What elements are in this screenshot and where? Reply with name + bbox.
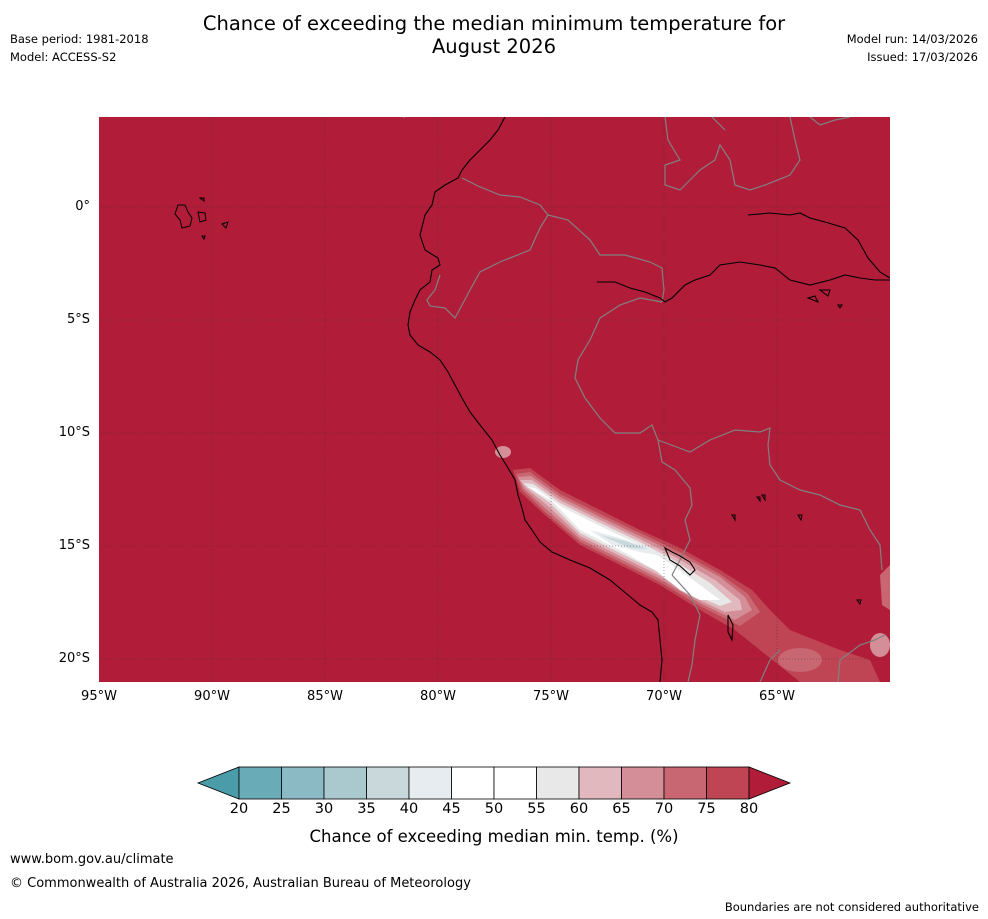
- model-run-text: Model run: 14/03/2026: [846, 32, 978, 46]
- colorbar-segment: [578, 766, 622, 800]
- colorbar-segment: [621, 766, 665, 800]
- lat-label-5s: 5°S: [66, 312, 90, 327]
- colorbar-segment: [663, 766, 707, 800]
- copyright-text: © Commonwealth of Australia 2026, Austra…: [10, 876, 471, 891]
- lon-label-85w: 85°W: [307, 689, 343, 704]
- lat-label-10s: 10°S: [58, 425, 90, 440]
- country-borders: [403, 117, 886, 682]
- colorbar-tick-label: 30: [314, 801, 334, 817]
- disclaimer-text: Boundaries are not considered authoritat…: [724, 900, 979, 914]
- header-right-meta: Model run: 14/03/2026 Issued: 17/03/2026: [847, 30, 978, 66]
- colorbar-segment: [323, 766, 367, 800]
- colorbar-tick-label: 45: [442, 801, 461, 817]
- colorbar-segment: [408, 766, 452, 800]
- colorbar-tick-label: 80: [739, 801, 759, 817]
- colorbar-segment: [536, 766, 580, 800]
- colorbar-tick-label: 25: [272, 801, 291, 817]
- colorbar-tick-label: 70: [654, 801, 674, 817]
- lon-label-70w: 70°W: [646, 689, 682, 704]
- lon-label-90w: 90°W: [194, 689, 230, 704]
- colorbar-segment: [493, 766, 537, 800]
- lon-label-80w: 80°W: [420, 689, 456, 704]
- islands: [174, 197, 862, 606]
- colorbar-tick-label: 20: [229, 801, 249, 817]
- colorbar-segment: [281, 766, 325, 800]
- title-line-2: August 2026: [431, 35, 557, 58]
- lon-label-95w: 95°W: [81, 689, 117, 704]
- colorbar-tick-label: 60: [569, 801, 589, 817]
- colorbar-tick-label: 50: [484, 801, 504, 817]
- colorbar-segments: [196, 766, 792, 800]
- colorbar-segment: [451, 766, 495, 800]
- colorbar-tick-label: 40: [399, 801, 419, 817]
- colorbar-segment: [366, 766, 410, 800]
- lat-label-0: 0°: [75, 199, 90, 214]
- title-line-1: Chance of exceeding the median minimum t…: [202, 12, 786, 35]
- base-period-text: Base period: 1981-2018: [10, 32, 149, 46]
- lat-label-15s: 15°S: [58, 538, 90, 553]
- coastlines: [407, 117, 890, 682]
- colorbar-segment: [238, 766, 282, 800]
- map-background: [99, 117, 890, 682]
- colorbar-tick-label: 55: [527, 801, 546, 817]
- colorbar-tick-label: 75: [697, 801, 716, 817]
- header-left-meta: Base period: 1981-2018 Model: ACCESS-S2: [10, 30, 149, 66]
- lon-label-65w: 65°W: [759, 689, 795, 704]
- colorbar-tick-label: 35: [357, 801, 376, 817]
- model-text: Model: ACCESS-S2: [10, 50, 117, 64]
- colorbar-tick-label: 65: [612, 801, 631, 817]
- gridlines: [99, 117, 890, 682]
- website-text: www.bom.gov.au/climate: [10, 852, 174, 867]
- colorbar-arrow-high: [748, 766, 792, 800]
- lat-label-20s: 20°S: [58, 651, 90, 666]
- issued-text: Issued: 17/03/2026: [867, 50, 978, 64]
- colorbar-title: Chance of exceeding median min. temp. (%…: [309, 827, 679, 846]
- map-title: Chance of exceeding the median minimum t…: [0, 12, 988, 58]
- colorbar-segment: [706, 766, 750, 800]
- lon-label-75w: 75°W: [533, 689, 569, 704]
- colorbar-arrow-low: [196, 766, 240, 800]
